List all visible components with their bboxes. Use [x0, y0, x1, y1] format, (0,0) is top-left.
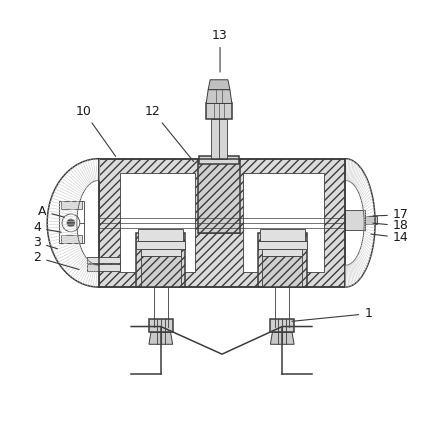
- Text: 17: 17: [373, 208, 408, 221]
- Bar: [243, 172, 324, 272]
- Bar: [136, 233, 186, 287]
- Bar: [61, 201, 82, 209]
- Bar: [59, 201, 84, 243]
- Text: A: A: [38, 205, 64, 217]
- Bar: [198, 159, 240, 233]
- Bar: [345, 210, 365, 230]
- Polygon shape: [270, 333, 294, 344]
- Bar: [260, 229, 305, 241]
- Bar: [262, 256, 302, 287]
- Bar: [136, 241, 186, 249]
- Bar: [199, 156, 239, 163]
- Bar: [206, 104, 232, 119]
- Bar: [87, 265, 120, 271]
- Circle shape: [62, 214, 80, 232]
- Text: 3: 3: [33, 236, 57, 249]
- Circle shape: [67, 219, 75, 227]
- Text: 18: 18: [373, 219, 408, 232]
- Polygon shape: [149, 333, 173, 344]
- Bar: [141, 249, 181, 256]
- Text: 13: 13: [212, 29, 228, 72]
- Text: 12: 12: [145, 105, 194, 161]
- Bar: [138, 229, 183, 241]
- Bar: [154, 287, 168, 327]
- Bar: [365, 216, 377, 224]
- Polygon shape: [208, 80, 230, 89]
- Bar: [258, 241, 307, 249]
- Text: 1: 1: [292, 307, 372, 321]
- Text: 4: 4: [33, 221, 61, 234]
- Text: 14: 14: [371, 231, 408, 244]
- Bar: [275, 287, 289, 327]
- Text: 2: 2: [33, 251, 79, 270]
- Bar: [149, 318, 173, 333]
- Bar: [141, 256, 181, 287]
- Bar: [87, 257, 120, 263]
- Bar: [270, 318, 294, 333]
- Polygon shape: [206, 89, 232, 104]
- Bar: [262, 249, 302, 256]
- Bar: [258, 233, 307, 287]
- Bar: [99, 159, 345, 287]
- Bar: [211, 119, 227, 159]
- Bar: [61, 235, 82, 243]
- Bar: [120, 172, 195, 272]
- Text: 10: 10: [76, 105, 116, 157]
